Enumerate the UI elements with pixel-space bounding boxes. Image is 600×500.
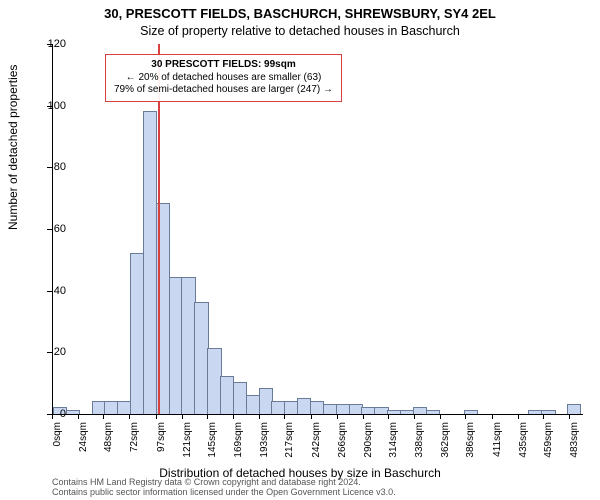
- x-tick-mark: [337, 414, 338, 419]
- x-tick-label: 242sqm: [311, 422, 322, 462]
- x-tick-mark: [543, 414, 544, 419]
- x-tick-label: 97sqm: [156, 422, 167, 462]
- y-tick-mark: [47, 352, 52, 353]
- x-tick-mark: [465, 414, 466, 419]
- x-tick-mark: [414, 414, 415, 419]
- y-tick-mark: [47, 106, 52, 107]
- histogram-bar: [567, 404, 581, 414]
- x-tick-label: 290sqm: [363, 422, 374, 462]
- x-tick-label: 362sqm: [440, 422, 451, 462]
- chart-container: 30, PRESCOTT FIELDS, BASCHURCH, SHREWSBU…: [0, 0, 600, 500]
- y-tick-label: 40: [54, 285, 66, 297]
- y-tick-mark: [47, 291, 52, 292]
- x-tick-mark: [492, 414, 493, 419]
- y-tick-label: 80: [54, 161, 66, 173]
- x-tick-label: 338sqm: [414, 422, 425, 462]
- x-tick-mark: [182, 414, 183, 419]
- histogram-bar: [464, 410, 478, 414]
- y-tick-mark: [47, 167, 52, 168]
- x-tick-mark: [518, 414, 519, 419]
- histogram-bar: [426, 410, 440, 414]
- x-tick-label: 314sqm: [388, 422, 399, 462]
- x-tick-mark: [259, 414, 260, 419]
- x-tick-label: 386sqm: [465, 422, 476, 462]
- x-tick-mark: [233, 414, 234, 419]
- x-tick-mark: [129, 414, 130, 419]
- attribution: Contains HM Land Registry data © Crown c…: [52, 478, 396, 498]
- x-tick-label: 169sqm: [233, 422, 244, 462]
- info-line-2: ← 20% of detached houses are smaller (63…: [114, 72, 333, 85]
- y-axis-label: Number of detached properties: [6, 65, 20, 230]
- info-line-3: 79% of semi-detached houses are larger (…: [114, 84, 333, 97]
- sub-title: Size of property relative to detached ho…: [0, 24, 600, 38]
- y-tick-label: 0: [60, 408, 66, 420]
- info-box: 30 PRESCOTT FIELDS: 99sqm ← 20% of detac…: [105, 54, 342, 102]
- x-tick-mark: [311, 414, 312, 419]
- y-tick-label: 60: [54, 223, 66, 235]
- x-tick-mark: [388, 414, 389, 419]
- x-tick-mark: [569, 414, 570, 419]
- attribution-line-2: Contains public sector information licen…: [52, 488, 396, 498]
- x-tick-mark: [52, 414, 53, 419]
- x-tick-mark: [207, 414, 208, 419]
- x-tick-label: 145sqm: [207, 422, 218, 462]
- y-tick-mark: [47, 44, 52, 45]
- main-title: 30, PRESCOTT FIELDS, BASCHURCH, SHREWSBU…: [0, 6, 600, 21]
- x-tick-label: 72sqm: [129, 422, 140, 462]
- x-tick-label: 459sqm: [543, 422, 554, 462]
- x-tick-label: 24sqm: [78, 422, 89, 462]
- x-tick-label: 411sqm: [492, 422, 503, 462]
- x-tick-mark: [284, 414, 285, 419]
- x-tick-mark: [363, 414, 364, 419]
- x-tick-mark: [78, 414, 79, 419]
- y-tick-mark: [47, 229, 52, 230]
- x-tick-label: 48sqm: [103, 422, 114, 462]
- x-tick-label: 217sqm: [284, 422, 295, 462]
- x-tick-label: 0sqm: [52, 422, 63, 462]
- x-tick-label: 266sqm: [337, 422, 348, 462]
- x-tick-label: 483sqm: [569, 422, 580, 462]
- x-tick-label: 121sqm: [182, 422, 193, 462]
- x-tick-mark: [156, 414, 157, 419]
- y-tick-label: 20: [54, 346, 66, 358]
- info-line-1: 30 PRESCOTT FIELDS: 99sqm: [114, 59, 333, 72]
- x-tick-label: 435sqm: [518, 422, 529, 462]
- x-tick-label: 193sqm: [259, 422, 270, 462]
- x-tick-mark: [440, 414, 441, 419]
- x-tick-mark: [103, 414, 104, 419]
